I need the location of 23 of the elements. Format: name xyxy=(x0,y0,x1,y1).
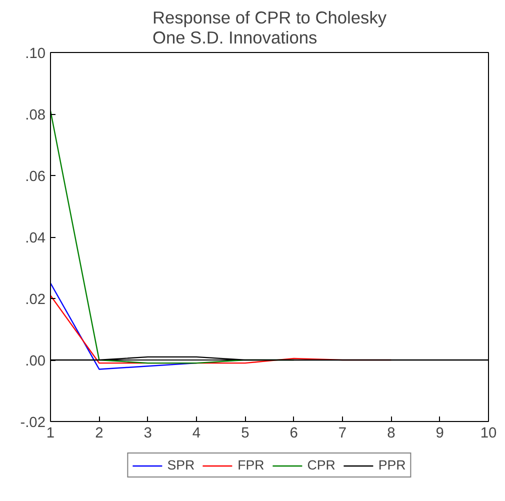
line-series xyxy=(50,282,198,370)
y-tick-label: .04 xyxy=(25,230,46,246)
y-tick-label: .00 xyxy=(25,354,46,370)
y-tick-label: -.02 xyxy=(20,415,46,431)
x-tick-label: 9 xyxy=(436,426,444,442)
x-tick-label: 8 xyxy=(387,426,396,442)
x-tick-label: 10 xyxy=(480,426,497,442)
x-tick-label: 2 xyxy=(95,426,104,442)
x-tick-label: 6 xyxy=(290,426,298,442)
legend-label: PPR xyxy=(378,458,406,472)
chart-title: Response of CPR to Cholesky One S.D. Innovations xyxy=(152,8,387,48)
y-tick-label: .08 xyxy=(25,108,46,124)
x-tick-label: 4 xyxy=(192,426,201,442)
x-tick-label: 5 xyxy=(241,426,250,442)
x-tick-label: 3 xyxy=(144,426,152,442)
x-tick-label: 7 xyxy=(338,426,347,442)
y-tick-label: .06 xyxy=(25,169,46,185)
x-tick-label: 1 xyxy=(46,426,55,442)
legend-label: SPR xyxy=(167,458,195,472)
legend-label: FPR xyxy=(238,458,264,472)
y-tick-label: .02 xyxy=(25,292,46,308)
y-tick-label: .10 xyxy=(25,46,46,62)
legend-label: CPR xyxy=(307,458,336,472)
